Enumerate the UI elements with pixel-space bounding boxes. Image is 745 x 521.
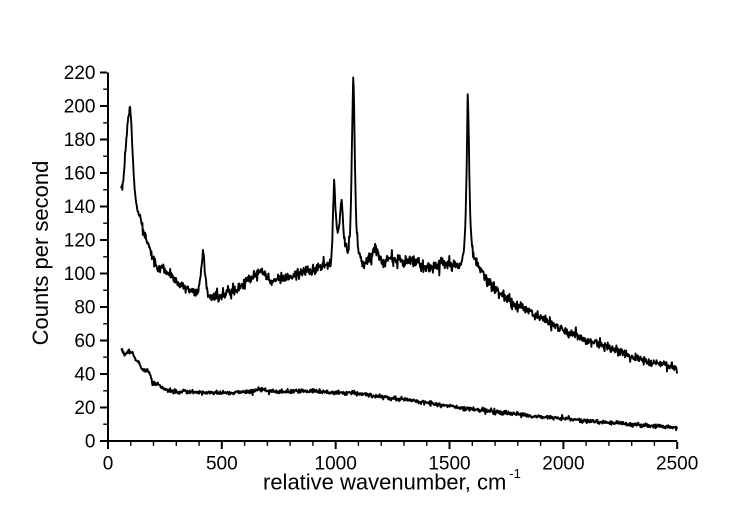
svg-text:220: 220 xyxy=(64,63,96,84)
svg-text:180: 180 xyxy=(64,130,96,151)
svg-text:60: 60 xyxy=(74,331,95,352)
svg-text:-1: -1 xyxy=(509,466,521,481)
svg-text:200: 200 xyxy=(64,96,96,117)
svg-text:2500: 2500 xyxy=(656,454,698,475)
svg-text:20: 20 xyxy=(74,398,95,419)
svg-text:relative wavenumber, cm: relative wavenumber, cm xyxy=(263,470,506,495)
svg-text:0: 0 xyxy=(85,431,96,452)
svg-text:1000: 1000 xyxy=(315,454,357,475)
svg-text:1500: 1500 xyxy=(428,454,470,475)
svg-text:2000: 2000 xyxy=(542,454,584,475)
svg-text:140: 140 xyxy=(64,197,96,218)
svg-text:500: 500 xyxy=(206,454,238,475)
svg-text:100: 100 xyxy=(64,264,96,285)
svg-text:Counts per second: Counts per second xyxy=(28,161,53,346)
svg-text:120: 120 xyxy=(64,230,96,251)
svg-text:40: 40 xyxy=(74,364,95,385)
svg-text:0: 0 xyxy=(103,454,114,475)
svg-text:80: 80 xyxy=(74,297,95,318)
svg-text:160: 160 xyxy=(64,163,96,184)
